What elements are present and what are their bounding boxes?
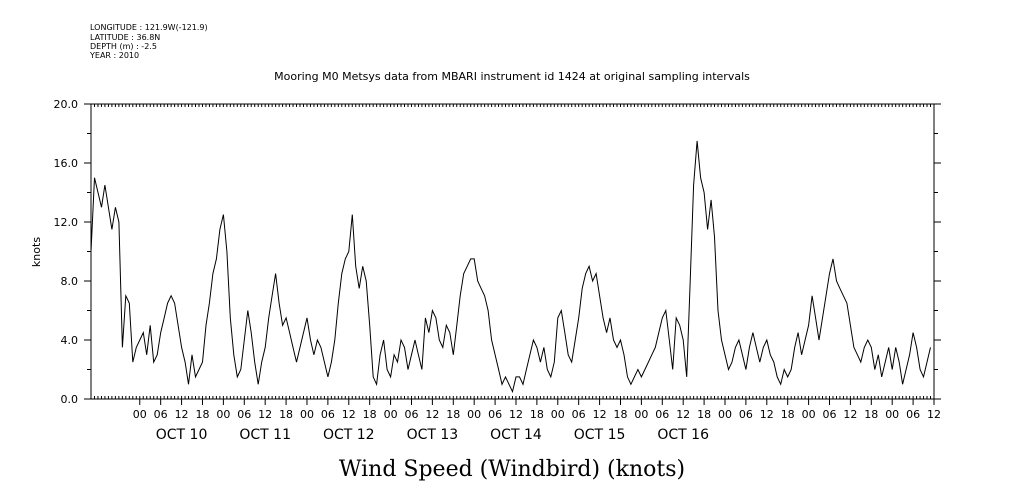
x-tick-label: 06 xyxy=(154,408,168,421)
series-line-wind-speed xyxy=(90,140,931,394)
x-day-label: OCT 10 xyxy=(156,427,208,443)
chart-marks: 00 06 12 18 00 06 12 18 00 06 12 18 00 06 12 18 00 06 12 18… xyxy=(54,98,941,443)
x-tick-label: 06 xyxy=(822,408,836,421)
x-tick-label: 00 xyxy=(551,408,565,421)
x-day-label: OCT 15 xyxy=(574,427,626,443)
x-tick-label: 18 xyxy=(363,408,377,421)
x-tick-label: 12 xyxy=(258,408,272,421)
y-axis-label: knots xyxy=(30,237,43,267)
x-tick-label: 06 xyxy=(655,408,669,421)
x-tick-label: 00 xyxy=(133,408,147,421)
x-tick-label: 06 xyxy=(488,408,502,421)
x-tick-label: 06 xyxy=(739,408,753,421)
x-tick-label: 18 xyxy=(864,408,878,421)
x-tick-label: 18 xyxy=(446,408,460,421)
x-tick-label: 06 xyxy=(906,408,920,421)
x-tick-label: 12 xyxy=(342,408,356,421)
x-tick-label: 12 xyxy=(760,408,774,421)
x-tick-label: 00 xyxy=(802,408,816,421)
x-tick-label: 00 xyxy=(634,408,648,421)
x-tick-label: 18 xyxy=(697,408,711,421)
y-tick-label: 4.0 xyxy=(61,334,79,347)
y-tick-label: 20.0 xyxy=(54,98,79,111)
x-tick-label: 12 xyxy=(593,408,607,421)
x-tick-label: 18 xyxy=(530,408,544,421)
x-tick-label: 00 xyxy=(300,408,314,421)
x-axis-title: Wind Speed (Windbird) (knots) xyxy=(339,457,685,482)
x-tick-label: 06 xyxy=(404,408,418,421)
x-day-label: OCT 11 xyxy=(239,427,291,443)
y-tick-label: 0.0 xyxy=(61,393,79,406)
x-tick-label: 18 xyxy=(613,408,627,421)
x-tick-label: 06 xyxy=(237,408,251,421)
x-tick-label: 06 xyxy=(572,408,586,421)
x-day-label: OCT 13 xyxy=(407,427,459,443)
x-tick-label: 18 xyxy=(781,408,795,421)
y-tick-label: 16.0 xyxy=(54,157,79,170)
meta-year: YEAR : 2010 xyxy=(89,51,139,60)
x-tick-label: 00 xyxy=(216,408,230,421)
x-tick-label: 12 xyxy=(175,408,189,421)
x-day-label: OCT 14 xyxy=(490,427,542,443)
x-tick-label: 06 xyxy=(321,408,335,421)
x-tick-label: 00 xyxy=(467,408,481,421)
meta-latitude: LATITUDE : 36.8N xyxy=(90,33,160,42)
x-tick-label: 12 xyxy=(676,408,690,421)
x-tick-label: 00 xyxy=(384,408,398,421)
y-tick-label: 12.0 xyxy=(54,216,79,229)
x-tick-label: 12 xyxy=(927,408,941,421)
x-day-label: OCT 12 xyxy=(323,427,375,443)
x-tick-label: 18 xyxy=(279,408,293,421)
x-tick-label: 12 xyxy=(509,408,523,421)
y-tick-label: 8.0 xyxy=(61,275,79,288)
x-tick-label: 18 xyxy=(195,408,209,421)
x-tick-label: 12 xyxy=(843,408,857,421)
x-day-label: OCT 16 xyxy=(657,427,709,443)
chart-title: Mooring M0 Metsys data from MBARI instru… xyxy=(274,70,750,83)
x-tick-label: 00 xyxy=(718,408,732,421)
x-tick-label: 12 xyxy=(425,408,439,421)
x-tick-label: 00 xyxy=(885,408,899,421)
meta-depth: DEPTH (m) : -2.5 xyxy=(90,42,157,51)
meta-longitude: LONGITUDE : 121.9W(-121.9) xyxy=(90,23,208,32)
